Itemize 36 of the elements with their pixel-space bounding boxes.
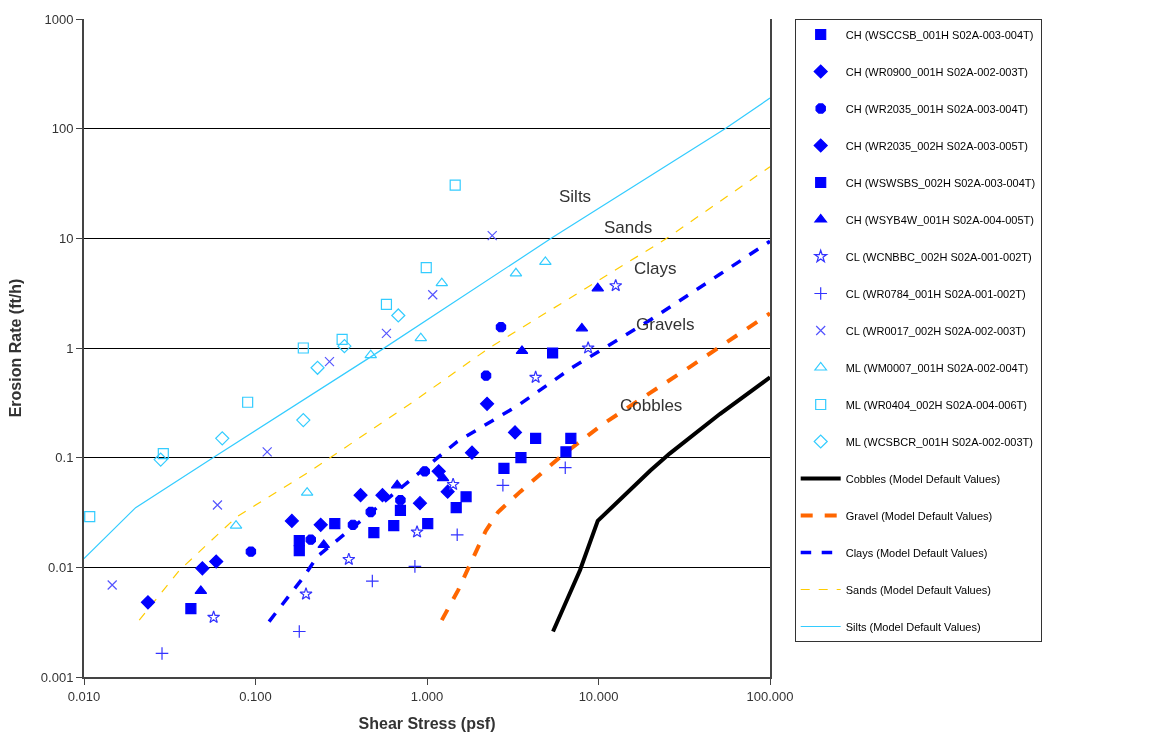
annotation: Clays: [634, 259, 677, 278]
legend-label: CH (WR0900_001H S02A-002-003T): [845, 65, 1028, 78]
legend-label: CL (WR0784_001H S02A-001-002T): [845, 287, 1026, 300]
x-tick-label: 0.100: [239, 688, 272, 704]
legend-label: CH (WR2035_001H S02A-003-004T): [845, 102, 1028, 115]
legend-label: CH (WSYB4W_001H S02A-004-005T): [845, 213, 1034, 226]
y-tick-label: 1: [66, 340, 74, 356]
y-axis-title: Erosion Rate (ft/h): [7, 278, 25, 418]
legend-label: Cobbles (Model Default Values): [845, 472, 1001, 485]
annotation: Sands: [604, 218, 653, 237]
annotation: Silts: [559, 187, 592, 206]
y-tick-label: 100: [51, 121, 74, 137]
legend-label: ML (WCSBCR_001H S02A-002-003T): [845, 435, 1033, 448]
legend-label: ML (WR0404_002H S02A-004-006T): [845, 398, 1027, 411]
legend-label: ML (WM0007_001H S02A-002-004T): [845, 361, 1029, 374]
y-tick-label: 0.01: [48, 559, 74, 575]
legend-label: Clays (Model Default Values): [845, 546, 988, 559]
y-tick-label: 10: [58, 230, 74, 246]
y-tick-label: 1000: [44, 11, 74, 27]
y-tick-label: 0.1: [55, 450, 74, 466]
annotation: Cobbles: [620, 396, 683, 415]
legend-label: CH (WSWSBS_002H S02A-003-004T): [845, 176, 1036, 189]
x-axis-title: Shear Stress (psf): [358, 714, 496, 732]
y-tick-label: 0.001: [40, 669, 74, 685]
x-tick-label: 10.000: [578, 688, 619, 704]
legend-label: CH (WSCCSB_001H S02A-003-004T): [845, 28, 1034, 41]
legend-label: Sands (Model Default Values): [845, 583, 992, 596]
legend-label: CL (WCNBBC_002H S02A-001-002T): [845, 250, 1032, 263]
legend-label: CH (WR2035_002H S02A-003-005T): [845, 139, 1028, 152]
legend-label: Silts (Model Default Values): [845, 620, 981, 633]
legend-label: Gravel (Model Default Values): [845, 509, 993, 522]
legend-label: CL (WR0017_002H S02A-002-003T): [845, 324, 1026, 337]
x-tick-label: 1.000: [410, 688, 444, 704]
annotation: Gravels: [636, 315, 695, 334]
x-tick-label: 0.010: [67, 688, 101, 704]
x-tick-label: 100.000: [746, 688, 794, 704]
